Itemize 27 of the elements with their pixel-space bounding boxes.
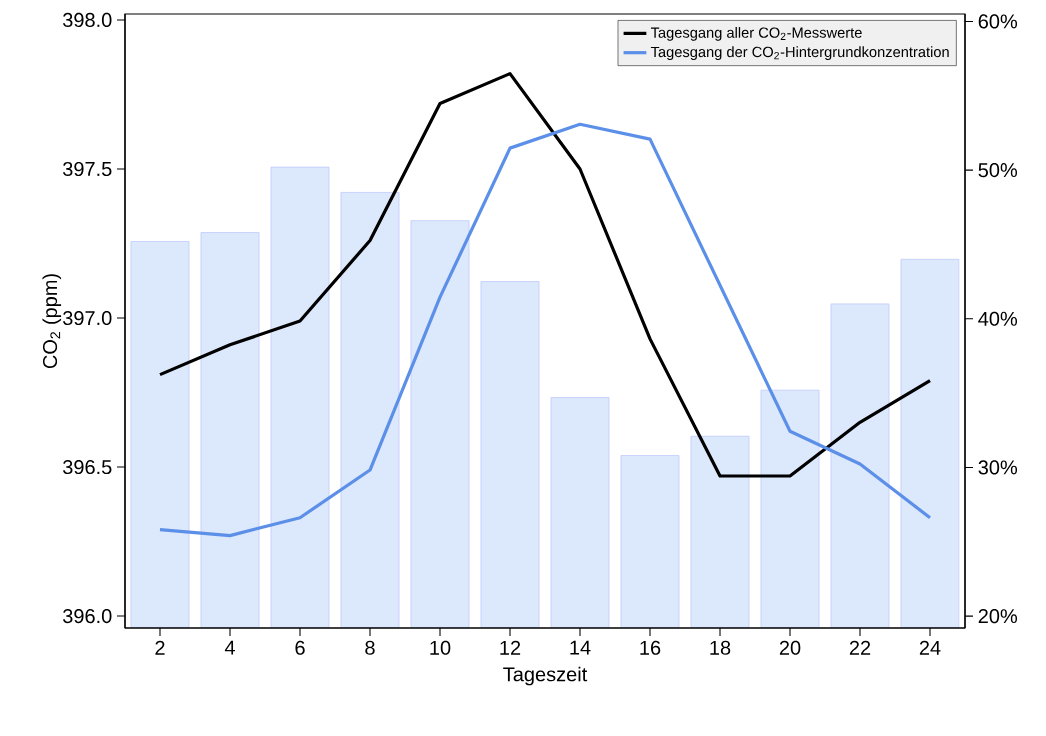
x-tick-label: 10 [430,640,451,655]
y2-tick-label: 40% [978,311,1018,326]
y-tick-label: 396.0 [62,608,112,624]
x-tick-label: 20 [779,640,801,655]
x-tick-label: 12 [500,640,521,655]
x-tick-label: 22 [849,640,871,655]
x-axis-title: Tageszeit [503,666,588,686]
x-tick-label: 6 [295,640,305,655]
y2-tick-label: 60% [978,14,1018,29]
x-tick-label: 2 [155,640,165,655]
y-tick-label: 397.0 [62,310,112,326]
legend-label: Tagesgang der CO$_{2}$-Hintergrundkonzentration [650,46,949,61]
x-tick-label: 8 [365,640,375,655]
legend-label: Tagesgang aller CO$_{2}$-Messwerte [650,27,862,41]
y-tick-label: 396.5 [62,459,112,475]
y2-tick-label: 50% [978,163,1018,178]
x-tick-label: 24 [919,640,941,655]
x-tick-label: 14 [570,640,591,655]
line-series [158,72,932,478]
x-tick-label: 16 [640,640,661,655]
y-tick-label: 397.5 [62,161,112,177]
y-tick-label: 398.0 [62,12,112,28]
x-tick-label: 18 [710,640,731,655]
y-axis-title: CO$_{2}$ (ppm) [42,274,62,369]
y2-tick-label: 30% [978,460,1018,475]
y2-tick-label: 20% [978,609,1018,624]
x-tick-label: 4 [224,640,235,655]
